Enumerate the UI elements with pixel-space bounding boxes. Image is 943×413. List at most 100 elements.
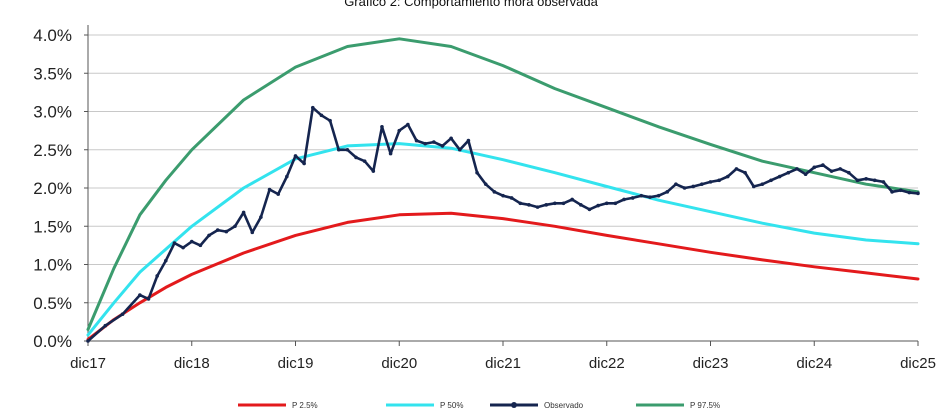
- data-point: [181, 245, 185, 250]
- data-point: [691, 184, 696, 189]
- legend-label: Observado: [544, 401, 584, 410]
- data-point: [803, 172, 808, 177]
- data-point: [285, 174, 289, 179]
- data-point: [293, 154, 298, 158]
- x-tick-label: dic25: [900, 355, 936, 372]
- data-point: [449, 136, 453, 141]
- data-point: [743, 170, 747, 175]
- data-point: [345, 147, 350, 152]
- data-point: [648, 195, 652, 199]
- data-point: [734, 167, 739, 171]
- data-point: [596, 203, 600, 208]
- data-point: [812, 165, 817, 170]
- data-point: [241, 210, 246, 215]
- data-point: [215, 228, 220, 232]
- data-point: [457, 147, 462, 152]
- data-point: [362, 159, 367, 164]
- data-point: [725, 174, 730, 179]
- data-point: [872, 178, 877, 183]
- series-line: [86, 106, 920, 343]
- data-point: [855, 178, 860, 183]
- data-point: [916, 191, 920, 196]
- data-point: [535, 205, 540, 209]
- data-point: [881, 180, 886, 184]
- data-point: [786, 170, 791, 175]
- data-point: [492, 190, 497, 194]
- series-line: [86, 211, 920, 341]
- data-point: [466, 138, 471, 143]
- data-point: [432, 140, 436, 144]
- data-point: [198, 243, 203, 248]
- data-point: [604, 201, 609, 206]
- series-line: [86, 142, 920, 337]
- data-point: [527, 203, 531, 207]
- y-tick-label: 1.5%: [33, 217, 72, 236]
- x-tick-label: dic22: [589, 355, 625, 372]
- data-point: [518, 201, 523, 206]
- data-point: [760, 182, 765, 186]
- x-tick-label: dic24: [796, 355, 832, 372]
- data-point: [267, 187, 272, 192]
- data-point: [544, 203, 549, 207]
- data-point: [777, 174, 782, 179]
- x-tick-label: dic23: [693, 355, 729, 372]
- series-lines: [86, 37, 920, 343]
- data-point: [847, 170, 851, 175]
- data-point: [795, 167, 799, 171]
- y-axis-ticks: 0.0% 0.5% 1.0% 1.5% 2.0% 2.5% 3.0% 3.5% 4.0%: [33, 26, 88, 351]
- x-tick-label: dic17: [70, 355, 106, 372]
- data-point: [579, 203, 583, 207]
- data-point: [553, 201, 557, 206]
- data-point: [501, 193, 505, 198]
- legend-label: P 97.5%: [690, 401, 720, 410]
- x-tick-label: dic21: [485, 355, 521, 372]
- data-point: [207, 233, 211, 238]
- data-point: [120, 312, 125, 317]
- data-point: [570, 197, 574, 202]
- data-point: [336, 147, 341, 152]
- data-point: [639, 193, 644, 198]
- y-tick-label: 3.5%: [33, 64, 72, 83]
- y-tick-label: 4.0%: [33, 26, 72, 45]
- data-point: [371, 169, 376, 173]
- data-point: [665, 190, 670, 194]
- series-line: [86, 37, 920, 331]
- data-point: [354, 155, 358, 160]
- x-axis-ticks: dic17 dic18 dic19 dic20 dic21 dic22 dic23 dic24…: [70, 341, 936, 372]
- legend-label: P 2.5%: [292, 401, 318, 410]
- data-point: [708, 180, 713, 184]
- data-point: [86, 339, 90, 343]
- data-point: [674, 182, 678, 186]
- data-point: [890, 190, 894, 194]
- data-point: [898, 188, 903, 193]
- data-point: [613, 201, 618, 206]
- data-point: [155, 274, 159, 278]
- data-point: [397, 128, 402, 133]
- data-point: [388, 151, 393, 156]
- data-point: [164, 258, 168, 263]
- data-point: [138, 293, 142, 297]
- data-point: [509, 196, 514, 200]
- data-point: [769, 178, 773, 183]
- data-point: [233, 224, 237, 229]
- data-point: [380, 125, 384, 129]
- data-point: [700, 182, 704, 186]
- data-point: [821, 163, 825, 167]
- data-point: [864, 177, 868, 181]
- y-tick-label: 0.5%: [33, 294, 72, 313]
- data-point: [189, 239, 194, 244]
- legend-label: P 50%: [440, 401, 463, 410]
- data-point: [630, 196, 635, 200]
- data-point: [414, 138, 419, 143]
- data-point: [259, 215, 263, 219]
- chart-title: Gráfico 2: Comportamiento mora observada: [344, 0, 598, 9]
- y-tick-label: 3.0%: [33, 103, 72, 122]
- data-point: [103, 323, 108, 328]
- data-point: [224, 229, 229, 234]
- data-point: [250, 230, 255, 235]
- data-point: [829, 169, 834, 173]
- data-point: [276, 192, 281, 196]
- data-point: [907, 190, 912, 195]
- legend: P 2.5% P 50% Observado P 97.5%: [238, 401, 720, 410]
- data-point: [423, 141, 427, 146]
